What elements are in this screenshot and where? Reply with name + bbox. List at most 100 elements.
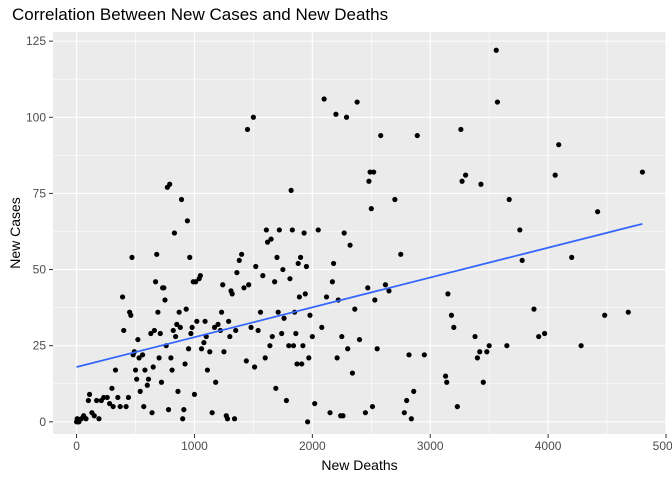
data-point	[180, 416, 186, 422]
data-point	[458, 126, 464, 133]
data-point	[145, 376, 152, 382]
data-point	[112, 367, 119, 373]
data-point	[121, 327, 127, 334]
data-point	[125, 394, 132, 401]
data-point	[218, 309, 225, 315]
data-point	[472, 333, 478, 340]
data-point	[408, 416, 414, 422]
data-point	[279, 330, 285, 337]
data-point	[392, 196, 398, 203]
data-point	[321, 96, 327, 102]
data-point	[227, 333, 233, 340]
data-point	[602, 312, 608, 318]
data-point	[119, 294, 126, 300]
data-point	[281, 315, 287, 321]
data-point	[625, 309, 631, 315]
data-point	[354, 99, 360, 105]
data-point	[347, 242, 353, 248]
data-point	[444, 379, 450, 385]
data-point	[341, 230, 347, 236]
data-point	[362, 410, 368, 416]
data-point	[181, 407, 187, 413]
y-tick-label: 50	[33, 263, 47, 277]
data-point	[139, 352, 146, 358]
data-point	[246, 282, 252, 288]
data-point	[236, 257, 242, 264]
data-point	[295, 260, 301, 267]
data-point	[264, 239, 271, 245]
data-point	[263, 227, 269, 233]
trend-line	[76, 222, 643, 368]
data-point	[115, 394, 121, 401]
data-point	[244, 126, 251, 133]
data-point	[280, 266, 286, 273]
data-point	[303, 263, 310, 270]
data-point	[398, 251, 404, 257]
data-point	[494, 99, 501, 105]
data-point	[109, 385, 115, 391]
data-point	[269, 333, 275, 340]
data-point	[198, 346, 205, 352]
data-point	[300, 343, 306, 349]
data-point	[104, 394, 110, 401]
data-point	[157, 330, 163, 337]
chart-title: Correlation Between New Cases and New De…	[12, 5, 389, 24]
y-tick-label: 75	[33, 186, 47, 200]
x-tick-label: 3000	[417, 439, 444, 453]
data-point	[294, 361, 300, 367]
data-point	[296, 294, 302, 300]
data-point	[445, 291, 451, 297]
data-point	[339, 333, 345, 340]
data-point	[96, 416, 102, 422]
data-point	[229, 291, 235, 297]
data-point	[86, 391, 93, 398]
data-point	[177, 324, 183, 331]
data-point	[117, 403, 123, 410]
data-point	[106, 400, 113, 407]
data-point	[174, 321, 180, 327]
x-tick-label: 4000	[535, 439, 562, 453]
y-axis: 0 25 50 75 100 125	[26, 34, 53, 429]
data-point	[161, 285, 167, 291]
data-point	[204, 367, 211, 373]
data-point	[484, 349, 490, 355]
data-point	[386, 288, 392, 294]
data-point	[480, 379, 486, 385]
y-axis-title: New Cases	[7, 197, 23, 269]
data-point	[276, 227, 282, 233]
data-point	[519, 257, 525, 264]
data-point	[330, 260, 337, 267]
data-point	[371, 169, 377, 175]
data-point	[83, 416, 89, 422]
data-point	[531, 306, 537, 312]
data-point	[142, 367, 148, 373]
data-point	[202, 318, 208, 324]
data-point	[141, 403, 147, 410]
data-point	[493, 47, 499, 53]
data-point	[343, 114, 350, 120]
data-point	[155, 309, 161, 315]
data-point	[301, 230, 307, 236]
data-point	[369, 403, 376, 410]
data-point	[569, 254, 575, 260]
data-point	[536, 333, 542, 340]
data-point	[478, 181, 484, 187]
data-point	[154, 251, 160, 257]
data-point	[293, 330, 299, 337]
data-point	[327, 410, 333, 416]
data-point	[144, 382, 150, 388]
data-point	[132, 367, 139, 373]
data-points	[73, 47, 646, 425]
data-point	[448, 312, 455, 318]
data-point	[234, 269, 240, 276]
data-point	[406, 352, 412, 358]
data-point	[442, 373, 449, 379]
data-point	[194, 318, 200, 324]
data-point	[474, 355, 480, 361]
data-point	[286, 343, 292, 349]
data-point	[168, 355, 174, 361]
y-tick-label: 125	[26, 34, 46, 48]
data-point	[134, 376, 140, 382]
data-point	[297, 254, 304, 260]
data-point	[207, 349, 213, 355]
